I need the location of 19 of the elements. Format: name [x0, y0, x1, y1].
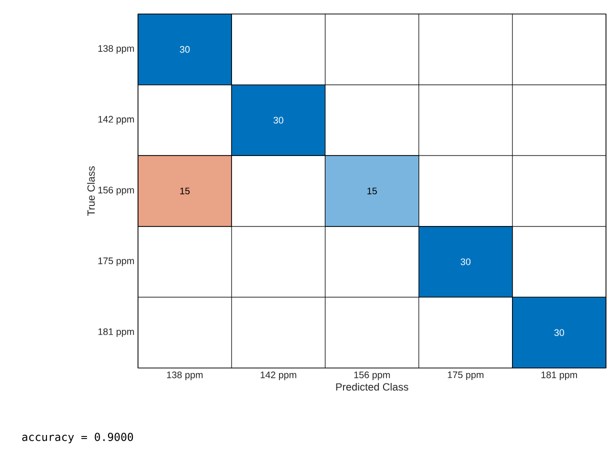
- y-tick-label: 142 ppm: [98, 116, 134, 124]
- data-label: 30: [273, 116, 284, 124]
- x-tick-label: 142 ppm: [260, 372, 296, 380]
- data-label: 30: [460, 258, 470, 266]
- data-label: 15: [180, 188, 190, 194]
- y-tick-label: 175 ppm: [98, 258, 134, 266]
- y-tick-label: 138 ppm: [98, 45, 134, 54]
- y-tick-label: 181 ppm: [98, 328, 134, 337]
- data-label: 15: [367, 188, 377, 194]
- data-label: 30: [180, 46, 190, 53]
- text: accuracy = 0.9000: [22, 432, 133, 444]
- data-label: 30: [554, 329, 564, 336]
- y-tick-label: 156 ppm: [98, 186, 134, 196]
- x-tick-label: 175 ppm: [448, 372, 484, 380]
- x-tick-label: 156 ppm: [354, 372, 390, 380]
- x-tick-label: 181 ppm: [542, 372, 577, 380]
- x-axis-title: Predicted Class: [336, 382, 408, 391]
- x-tick-label: 138 ppm: [167, 372, 203, 380]
- y-axis-title: True Class: [87, 166, 95, 216]
